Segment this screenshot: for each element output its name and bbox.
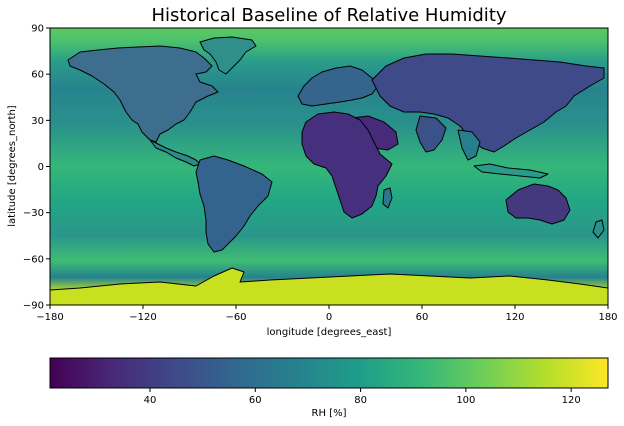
indonesia-landmass <box>473 163 549 179</box>
x-tick-label: −180 <box>36 312 63 323</box>
colorbar-tick-label: 100 <box>456 395 475 406</box>
colorbar-tick-label: 80 <box>354 395 367 406</box>
y-tick-label: −60 <box>23 254 44 265</box>
australia-landmass <box>505 183 571 225</box>
colorbar-ticks: 40 60 80 100 120 <box>144 388 581 406</box>
south-america-landmass <box>195 155 273 253</box>
colorbar-tick-label: 60 <box>249 395 262 406</box>
north-america-landmass <box>67 45 219 143</box>
greenland-landmass <box>199 36 257 75</box>
x-axis-ticks: −180 −120 −60 0 60 120 180 <box>36 305 618 323</box>
y-axis-ticks: −90 −60 −30 0 30 60 90 <box>23 24 50 312</box>
y-tick-label: 30 <box>31 116 44 127</box>
x-tick-label: 180 <box>598 312 617 323</box>
colorbar-label: RH [%] <box>312 408 347 419</box>
x-tick-label: 0 <box>326 312 332 323</box>
x-tick-label: 120 <box>505 312 524 323</box>
y-tick-label: −90 <box>23 301 44 312</box>
x-tick-label: −120 <box>129 312 156 323</box>
y-tick-label: 90 <box>31 24 44 35</box>
new-zealand-landmass <box>592 219 605 239</box>
colorbar: 40 60 80 100 120 RH [%] <box>49 357 609 419</box>
y-tick-label: 0 <box>38 162 44 173</box>
y-tick-label: −30 <box>23 208 44 219</box>
map-title: Historical Baseline of Relative Humidity <box>151 5 506 26</box>
antarctica-landmass <box>50 267 608 305</box>
madagascar-landmass <box>382 187 393 209</box>
map-area <box>50 28 608 305</box>
x-tick-label: 60 <box>416 312 429 323</box>
colorbar-tick-label: 40 <box>144 395 157 406</box>
asia-landmass <box>371 53 605 153</box>
colorbar-gradient <box>49 357 609 389</box>
colorbar-tick-label: 120 <box>562 395 581 406</box>
x-tick-label: −60 <box>225 312 246 323</box>
southeast-asia-landmass <box>457 129 481 161</box>
continents <box>50 36 608 305</box>
x-axis-label: longitude [degrees_east] <box>267 327 392 338</box>
india-landmass <box>415 115 447 153</box>
africa-landmass <box>301 111 393 219</box>
y-axis-label: latitude [degrees_north] <box>7 105 18 227</box>
y-tick-label: 60 <box>31 70 44 81</box>
